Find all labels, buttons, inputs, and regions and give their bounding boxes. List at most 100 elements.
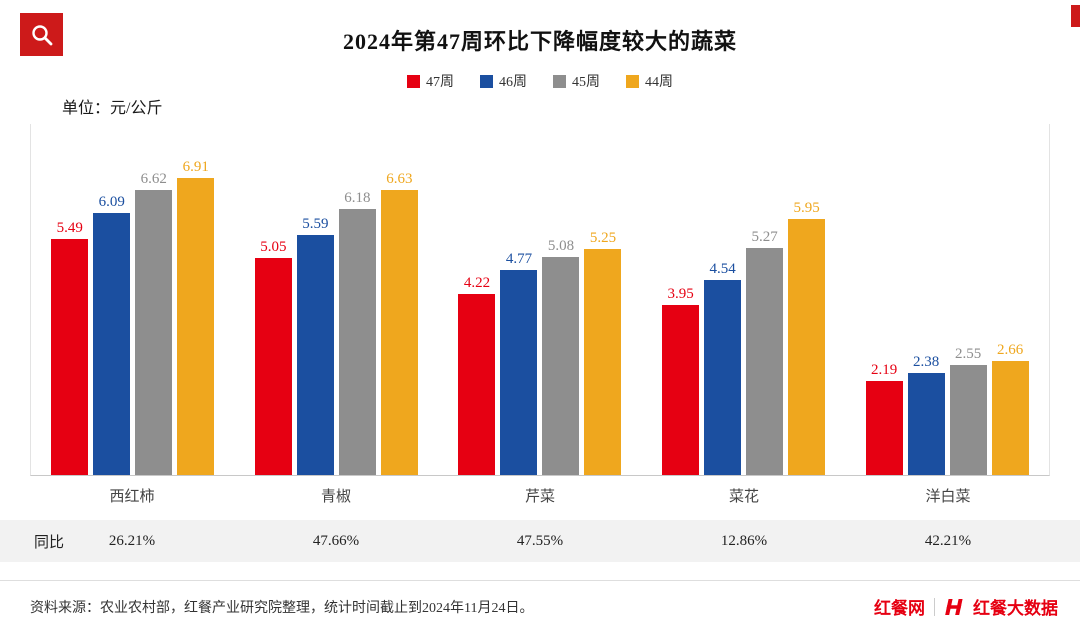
bar-column: 2.38 <box>907 353 945 475</box>
bar-44周 <box>991 360 1029 475</box>
bar-value-label: 2.66 <box>997 341 1024 358</box>
legend-swatch <box>626 74 639 88</box>
bar-46周 <box>93 213 131 475</box>
category-label: 芹菜 <box>524 489 555 505</box>
yoy-values: 26.21% 47.66% 47.55% 12.86% 42.21% <box>30 533 1050 550</box>
bar-value-label: 4.54 <box>709 260 736 277</box>
bar-column: 4.54 <box>704 260 742 475</box>
bar-group: 5.49 6.09 6.62 6.91 <box>31 124 235 475</box>
bar-value-label: 6.18 <box>344 190 371 207</box>
bar-group: 4.22 4.77 5.08 5.25 <box>438 124 642 475</box>
legend-swatch <box>553 74 566 88</box>
bar-column: 6.09 <box>93 194 131 475</box>
plot-area: 5.49 6.09 6.62 6.91 5.05 5.59 6.18 6.63 4.22 4.77… <box>30 124 1050 476</box>
bar-47周 <box>865 380 903 475</box>
legend-label: 44周 <box>645 75 673 90</box>
brand-right-text: 红餐大数据 <box>973 599 1058 618</box>
yoy-band: 同比 26.21% 47.66% 47.55% 12.86% 42.21% <box>0 520 1080 562</box>
corner-decoration <box>1071 5 1080 27</box>
bar-group: 2.19 2.38 2.55 2.66 <box>845 124 1049 475</box>
bar-column: 6.62 <box>135 171 173 475</box>
bar-45周 <box>542 256 580 475</box>
category-label: 菜花 <box>728 489 759 505</box>
bar-value-label: 5.95 <box>793 200 820 217</box>
brand-block: 红餐网 红餐大数据 <box>874 594 1058 619</box>
bar-value-label: 2.55 <box>955 346 982 363</box>
bar-value-label: 6.62 <box>140 171 167 188</box>
bar-value-label: 6.63 <box>386 170 413 187</box>
bar-column: 5.59 <box>296 215 334 475</box>
bar-44周 <box>380 189 418 475</box>
bar-45周 <box>949 365 987 475</box>
bar-47周 <box>51 238 89 475</box>
bar-value-label: 3.95 <box>667 286 694 303</box>
bar-44周 <box>788 219 826 475</box>
legend-swatch <box>480 74 493 88</box>
bar-column: 4.77 <box>500 250 538 475</box>
bar-column: 5.08 <box>542 237 580 475</box>
legend-swatch <box>407 74 420 88</box>
bar-46周 <box>704 279 742 475</box>
category-axis: 西红柿 青椒 芹菜 菜花 洋白菜 <box>30 476 1050 512</box>
yoy-label: 同比 <box>34 534 65 551</box>
bar-value-label: 4.22 <box>463 274 491 291</box>
chart-legend: 47周 46周 45周 44周 <box>0 72 1080 90</box>
bar-column: 5.49 <box>51 219 89 475</box>
bar-column: 6.18 <box>338 190 376 475</box>
bar-column: 6.91 <box>177 158 215 475</box>
yoy-value: 42.21% <box>924 532 972 549</box>
legend-item: 46周 <box>480 71 527 91</box>
bar-group: 3.95 4.54 5.27 5.95 <box>642 124 846 475</box>
magnifier-logo-icon <box>20 13 63 56</box>
legend-item: 45周 <box>553 71 600 91</box>
brand-divider <box>934 597 935 616</box>
yoy-value: 47.55% <box>516 532 564 549</box>
bar-value-label: 2.19 <box>871 361 898 378</box>
legend-label: 47周 <box>426 75 454 90</box>
yoy-value: 26.21% <box>108 532 156 549</box>
legend-label: 45周 <box>572 75 600 90</box>
legend-item: 47周 <box>407 71 454 91</box>
bar-value-label: 5.25 <box>589 230 617 247</box>
bar-value-label: 4.77 <box>505 250 533 267</box>
bar-column: 5.27 <box>746 229 784 475</box>
source-text: 资料来源：农业农村部，红餐产业研究院整理，统计时间截止到2024年11月24日。 <box>30 600 534 616</box>
bar-value-label: 6.09 <box>98 194 125 211</box>
bar-value-label: 6.91 <box>182 158 209 175</box>
bar-44周 <box>584 249 622 475</box>
bar-column: 2.55 <box>949 346 987 475</box>
yoy-value: 12.86% <box>720 532 768 549</box>
bar-value-label: 5.59 <box>302 215 329 232</box>
bar-47周 <box>254 257 292 475</box>
bar-value-label: 5.49 <box>56 219 83 236</box>
bar-45周 <box>135 190 173 475</box>
bar-45周 <box>746 248 784 475</box>
bar-column: 2.19 <box>865 361 903 475</box>
bar-value-label: 5.08 <box>547 237 575 254</box>
legend-label: 46周 <box>499 75 527 90</box>
bar-46周 <box>296 234 334 475</box>
footer: 资料来源：农业农村部，红餐产业研究院整理，统计时间截止到2024年11月24日。… <box>0 581 1080 619</box>
bar-value-label: 5.27 <box>751 229 778 246</box>
bar-value-label: 5.05 <box>260 238 287 255</box>
footer-divider <box>0 580 1080 581</box>
bar-47周 <box>662 305 700 475</box>
bar-46周 <box>500 269 538 475</box>
chart-title: 2024年第47周环比下降幅度较大的蔬菜 <box>342 29 737 54</box>
bar-column: 6.63 <box>380 170 418 475</box>
bar-column: 4.22 <box>458 274 496 475</box>
bar-column: 5.25 <box>584 230 622 475</box>
bar-group: 5.05 5.59 6.18 6.63 <box>235 124 439 475</box>
bar-column: 5.05 <box>254 238 292 475</box>
unit-label: 单位：元/公斤 <box>62 100 163 117</box>
bar-46周 <box>907 372 945 475</box>
legend-item: 44周 <box>626 71 673 91</box>
bar-column: 3.95 <box>662 286 700 475</box>
yoy-value: 47.66% <box>312 532 360 549</box>
bar-column: 2.66 <box>991 341 1029 475</box>
bar-47周 <box>458 293 496 475</box>
brand-left-text: 红餐网 <box>874 599 925 618</box>
bar-44周 <box>177 177 215 475</box>
bar-column: 5.95 <box>788 200 826 475</box>
bar-value-label: 2.38 <box>913 353 940 370</box>
